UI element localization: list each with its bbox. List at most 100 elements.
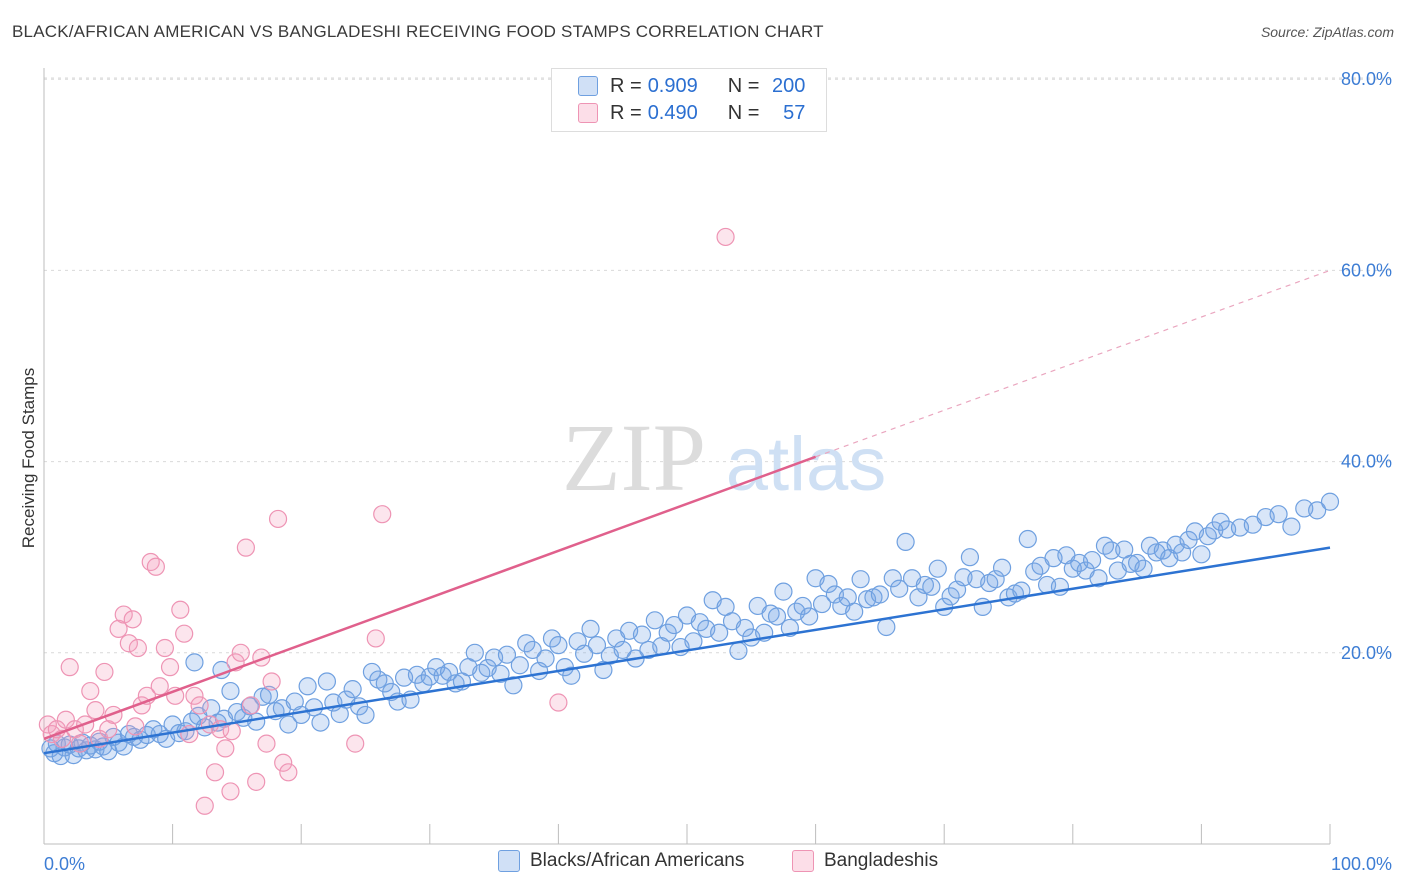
data-point-pink [146, 557, 165, 576]
data-point-blue [922, 577, 941, 596]
data-point-blue [800, 607, 819, 626]
data-point-blue [497, 645, 517, 664]
legend-n-label: N = [727, 74, 760, 97]
data-point-blue [587, 636, 607, 655]
legend: R = 0.909 N = 200 R = 0.490 N = 57 [551, 68, 827, 132]
data-point-pink [247, 772, 266, 791]
data-point-blue [877, 617, 896, 637]
legend-row-blue: R = 0.909 N = 200 [578, 73, 805, 99]
data-point-blue [845, 602, 864, 621]
legend-n-value: 200 [772, 74, 806, 97]
data-point-pink [86, 701, 105, 720]
data-point-pink [119, 634, 138, 653]
data-point-pink [109, 619, 128, 639]
data-point-pink [128, 638, 147, 658]
data-point-blue [221, 681, 240, 701]
data-point-blue [1282, 517, 1301, 536]
data-point-blue [1308, 501, 1327, 520]
data-point-blue [575, 644, 594, 663]
bottom-legend-blue: Blacks/African Americans [498, 850, 744, 872]
data-point-pink [279, 763, 298, 782]
legend-r-value: 0.909 [647, 74, 698, 97]
data-point-pink [366, 629, 385, 648]
gridlines [44, 77, 1392, 654]
data-point-blue [665, 615, 684, 635]
data-point-pink [221, 782, 240, 801]
legend-n-value: 57 [783, 101, 806, 124]
data-point-blue [645, 611, 664, 630]
data-point-pink [257, 734, 276, 753]
data-point-blue [819, 574, 838, 594]
data-point-pink [81, 681, 100, 701]
data-point-blue [510, 656, 529, 675]
data-point-pink [373, 505, 392, 524]
data-point-blue [1102, 541, 1121, 560]
data-point-blue [928, 559, 947, 578]
data-point-blue [247, 712, 266, 731]
legend-swatch-blue [578, 76, 598, 96]
data-point-pink [236, 538, 256, 557]
bottom-legend-swatch-pink [792, 850, 814, 872]
y-tick-label: 20.0% [1341, 643, 1392, 663]
data-point-blue [1320, 492, 1340, 511]
data-point-blue [523, 640, 542, 660]
data-point-blue [915, 575, 935, 595]
data-point-blue [941, 587, 960, 606]
x-tick-label: 0.0% [44, 854, 85, 874]
data-point-blue [1082, 550, 1102, 570]
data-point-pink [231, 643, 250, 662]
watermark-zip: ZIP [562, 404, 706, 511]
data-point-blue [259, 685, 279, 704]
data-point-blue [343, 680, 362, 699]
data-point-pink [268, 509, 288, 529]
bottom-legend-label-blue: Blacks/African Americans [530, 850, 745, 871]
legend-n-label: N = [727, 101, 760, 124]
chart-title: BLACK/AFRICAN AMERICAN VS BANGLADESHI RE… [12, 22, 824, 41]
data-point-pink [95, 662, 114, 682]
data-point-blue [774, 582, 793, 601]
data-point-blue [812, 594, 832, 614]
data-point-blue [549, 636, 568, 655]
data-point-blue [1134, 559, 1153, 578]
data-point-blue [729, 641, 748, 660]
trend-lines [43, 269, 1331, 755]
data-point-blue [304, 698, 324, 717]
y-tick-label: 80.0% [1341, 69, 1392, 89]
trend-line-blue [43, 546, 1331, 755]
tick-labels: 20.0% 40.0% 60.0% 80.0% 0.0% 100.0% [44, 69, 1392, 874]
data-point-blue [870, 585, 890, 604]
pink-points [38, 227, 735, 815]
data-point-pink [190, 696, 209, 715]
data-point-blue [356, 705, 375, 725]
legend-r-label: R = [610, 74, 642, 97]
legend-r-value: 0.490 [647, 101, 698, 124]
data-point-pink [126, 717, 145, 736]
data-point-pink [346, 734, 365, 753]
data-point-blue [767, 607, 787, 626]
data-point-pink [205, 763, 225, 782]
data-point-blue [240, 697, 259, 716]
data-point-blue [317, 672, 337, 691]
data-point-pink [274, 753, 293, 772]
data-point-blue [185, 653, 204, 672]
legend-row-pink: R = 0.490 N = 57 [578, 100, 805, 126]
data-point-blue [420, 667, 439, 686]
data-point-blue [883, 569, 902, 588]
data-point-blue [960, 548, 980, 567]
data-point-pink [175, 624, 194, 643]
data-point-blue [581, 619, 600, 639]
data-point-pink [114, 605, 133, 624]
data-point-blue [279, 715, 298, 734]
data-point-blue [793, 596, 812, 616]
y-tick-label: 40.0% [1341, 452, 1392, 472]
data-point-blue [613, 640, 632, 660]
watermark-atlas: atlas [726, 422, 887, 507]
data-point-blue [632, 625, 652, 644]
data-point-pink [155, 638, 174, 658]
data-point-blue [517, 634, 536, 653]
data-point-blue [1018, 529, 1037, 549]
data-point-blue [298, 677, 317, 696]
data-point-blue [439, 662, 459, 682]
data-point-blue [890, 579, 909, 598]
data-point-blue [992, 558, 1012, 577]
